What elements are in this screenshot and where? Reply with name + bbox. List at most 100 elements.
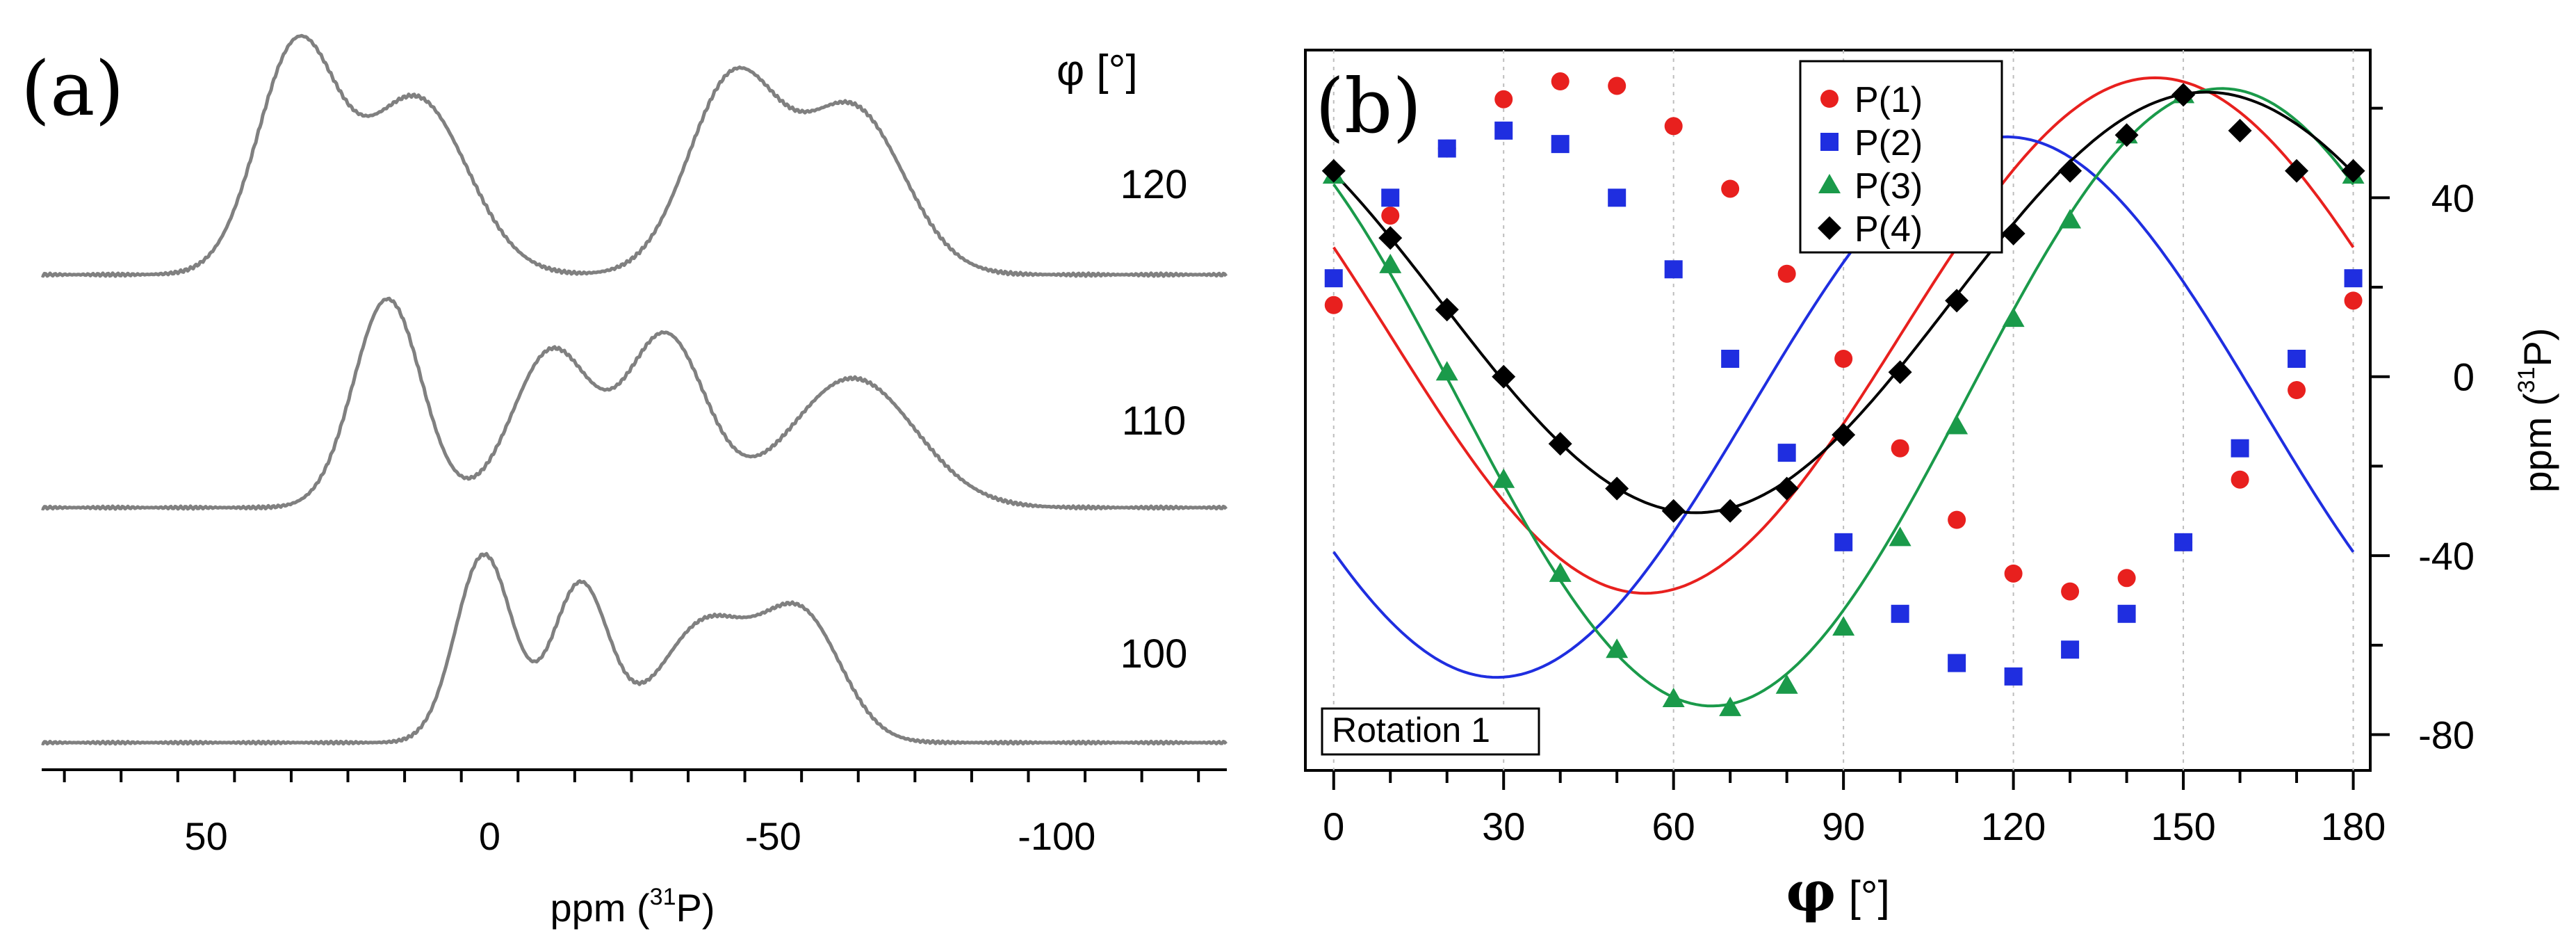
marker-P(2) (1608, 188, 1627, 207)
marker-P(2) (2174, 533, 2193, 551)
y-tick-label: 40 (2431, 176, 2475, 220)
x-tick-label: 90 (1822, 804, 1865, 848)
marker-P(3) (1775, 674, 1798, 694)
rotation-annotation: Rotation 1 (1321, 707, 1540, 756)
spectrum-100 (41, 551, 1228, 746)
marker-P(3) (1719, 696, 1742, 716)
legend-label: P(2) (1854, 123, 1923, 163)
x-tick-label: 120 (1981, 804, 2046, 848)
marker-P(1) (1891, 439, 1909, 458)
legend-marker-P(4) (1818, 216, 1841, 240)
marker-P(2) (1891, 604, 1909, 623)
marker-P(1) (2231, 470, 2249, 489)
marker-P(1) (1721, 179, 1740, 198)
fit-curve-P(2) (1332, 135, 2355, 679)
x-tick-label: 0 (1323, 804, 1344, 848)
annotation-text: Rotation 1 (1332, 711, 1490, 750)
marker-P(2) (1494, 121, 1513, 140)
marker-P(2) (1948, 654, 1966, 672)
panel-a-x-label: ppm (31P) (551, 884, 715, 930)
panel-a-label: (a) (21, 46, 124, 133)
marker-P(1) (1948, 510, 1966, 529)
marker-P(2) (1381, 188, 1400, 207)
data-markers (1321, 72, 2365, 716)
spectrum-label-120: 120 (1120, 162, 1188, 207)
marker-P(1) (1381, 207, 1400, 225)
y-tick-label: -80 (2418, 713, 2475, 757)
panel-a-ticks: 50 0 -50 -100 (63, 770, 1200, 858)
marker-P(4) (2001, 221, 2025, 245)
marker-P(3) (1379, 253, 1402, 273)
x-tick-label: 30 (1482, 804, 1525, 848)
marker-P(4) (1548, 432, 1572, 456)
x-tick-label: -50 (745, 814, 801, 858)
marker-P(3) (1606, 638, 1629, 658)
marker-P(1) (2061, 582, 2080, 601)
panel-b-x-label: φ [°] (1786, 859, 1890, 924)
marker-P(2) (1437, 139, 1456, 158)
marker-P(1) (1777, 264, 1796, 283)
legend: P(1)P(2)P(3)P(4) (1799, 60, 2003, 254)
marker-P(1) (1608, 76, 1627, 95)
spectrum-labels: 120 110 100 (1120, 162, 1188, 677)
spectrum-110 (41, 296, 1228, 511)
marker-P(4) (1661, 499, 1686, 523)
x-tick-label: 180 (2321, 804, 2386, 848)
marker-P(2) (2288, 350, 2306, 368)
marker-P(2) (1834, 533, 1853, 551)
panel-b-ticks: 0 30 60 90 120 150 180 40 0 -40 -80 (1323, 106, 2475, 848)
marker-P(2) (2061, 640, 2080, 659)
marker-P(4) (2058, 159, 2082, 183)
marker-P(2) (1324, 269, 1343, 288)
y-tick-label: 0 (2453, 355, 2475, 399)
marker-P(1) (1324, 296, 1343, 314)
marker-P(3) (1832, 616, 1855, 636)
marker-P(1) (1834, 350, 1853, 368)
marker-P(4) (2114, 123, 2139, 147)
marker-P(1) (1494, 90, 1513, 108)
marker-P(1) (2117, 569, 2136, 588)
annotation-box (1321, 707, 1540, 756)
marker-P(4) (1492, 364, 1516, 389)
marker-P(3) (1662, 688, 1685, 708)
marker-P(4) (1832, 423, 1856, 447)
marker-P(4) (2171, 83, 2196, 107)
marker-P(4) (1775, 476, 1799, 501)
marker-P(4) (1378, 226, 1403, 250)
spectrum-label-110: 110 (1122, 398, 1186, 444)
marker-P(2) (1551, 135, 1570, 154)
legend-label: P(1) (1854, 80, 1923, 120)
marker-P(3) (1549, 562, 1572, 582)
legend-marker-P(3) (1818, 174, 1841, 193)
marker-P(4) (2228, 118, 2252, 143)
x-tick-label: 0 (479, 814, 500, 858)
panel-a: (a) φ [°] 120 110 100 50 0 -50 -100 ppm (31P) (21, 33, 1228, 930)
x-tick-label: 150 (2151, 804, 2215, 848)
legend-marker-P(1) (1820, 90, 1839, 108)
marker-P(2) (2004, 667, 2023, 686)
marker-P(1) (1551, 72, 1570, 91)
panel-b-frame (1304, 49, 2372, 772)
marker-P(3) (1889, 526, 1911, 547)
panel-b-y-label: ppm (31P) (2513, 328, 2559, 493)
marker-P(3) (2002, 307, 2025, 328)
marker-P(2) (2231, 439, 2249, 458)
marker-P(2) (1777, 444, 1796, 462)
x-tick-label: 60 (1652, 804, 1695, 848)
marker-P(1) (2004, 564, 2023, 583)
marker-P(4) (1718, 499, 1743, 523)
marker-P(2) (2117, 604, 2136, 623)
marker-P(4) (1888, 360, 1912, 385)
marker-P(4) (1321, 159, 1346, 183)
legend-label: P(3) (1854, 166, 1923, 207)
marker-P(3) (1435, 361, 1458, 381)
marker-P(2) (2344, 269, 2363, 288)
marker-P(1) (1664, 117, 1683, 136)
marker-P(4) (2341, 159, 2365, 183)
legend-marker-P(2) (1820, 133, 1839, 151)
x-tick-label: 50 (184, 814, 227, 858)
marker-P(3) (1492, 468, 1515, 488)
marker-P(4) (1605, 476, 1629, 501)
panel-b-label: (b) (1315, 63, 1421, 150)
